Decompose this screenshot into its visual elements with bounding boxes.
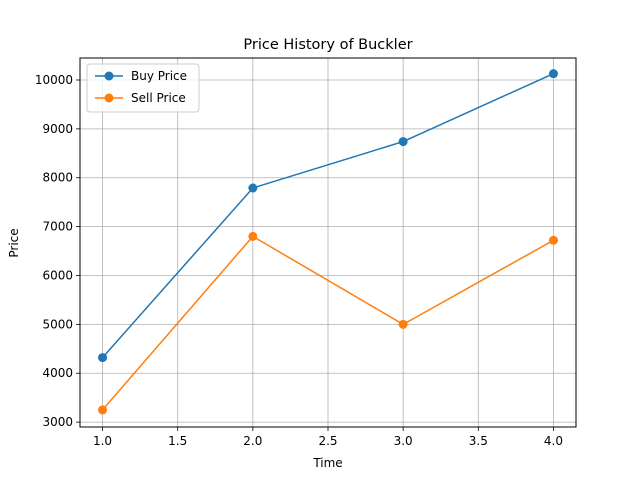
buy-price-point	[548, 69, 558, 79]
plot-series	[98, 69, 558, 415]
y-axis-label: Price	[7, 228, 21, 257]
buy-price-point	[98, 353, 108, 363]
y-tick-label: 7000	[42, 220, 73, 234]
sell-price-point	[548, 235, 558, 245]
y-tick-label: 3000	[42, 415, 73, 429]
y-tick-label: 5000	[42, 317, 73, 331]
x-tick-label: 1.0	[93, 434, 112, 448]
legend-label-buy-price: Buy Price	[131, 69, 187, 83]
sell-price-point	[248, 231, 258, 241]
y-tick-label: 9000	[42, 122, 73, 136]
x-tick-label: 1.5	[168, 434, 187, 448]
buy-price-point	[248, 183, 258, 193]
x-tick-label: 3.0	[394, 434, 413, 448]
sell-price-point	[98, 405, 108, 415]
axis-ticks: 1.0 1.5 2.0 2.5 3.0 3.5 4.0 3000 4000 5000 6000 700…	[35, 73, 563, 448]
legend-marker-sell-price	[104, 93, 114, 103]
sell-price-point	[398, 319, 408, 329]
y-tick-label: 4000	[42, 366, 73, 380]
y-tick-label: 10000	[35, 73, 73, 87]
grid	[80, 58, 576, 427]
x-axis-label: Time	[312, 456, 342, 470]
chart-title: Price History of Buckler	[243, 37, 412, 53]
x-tick-label: 2.5	[318, 434, 337, 448]
buy-price-line	[101, 72, 554, 359]
x-tick-label: 2.0	[243, 434, 262, 448]
x-tick-label: 4.0	[544, 434, 563, 448]
legend: Buy Price Sell Price	[86, 63, 200, 113]
y-tick-label: 6000	[42, 268, 73, 282]
sell-price-line	[101, 235, 554, 411]
x-tick-label: 3.5	[469, 434, 488, 448]
buy-price-point	[398, 137, 408, 147]
legend-marker-buy-price	[104, 71, 114, 81]
y-tick-label: 8000	[42, 171, 73, 185]
legend-label-sell-price: Sell Price	[131, 91, 186, 105]
